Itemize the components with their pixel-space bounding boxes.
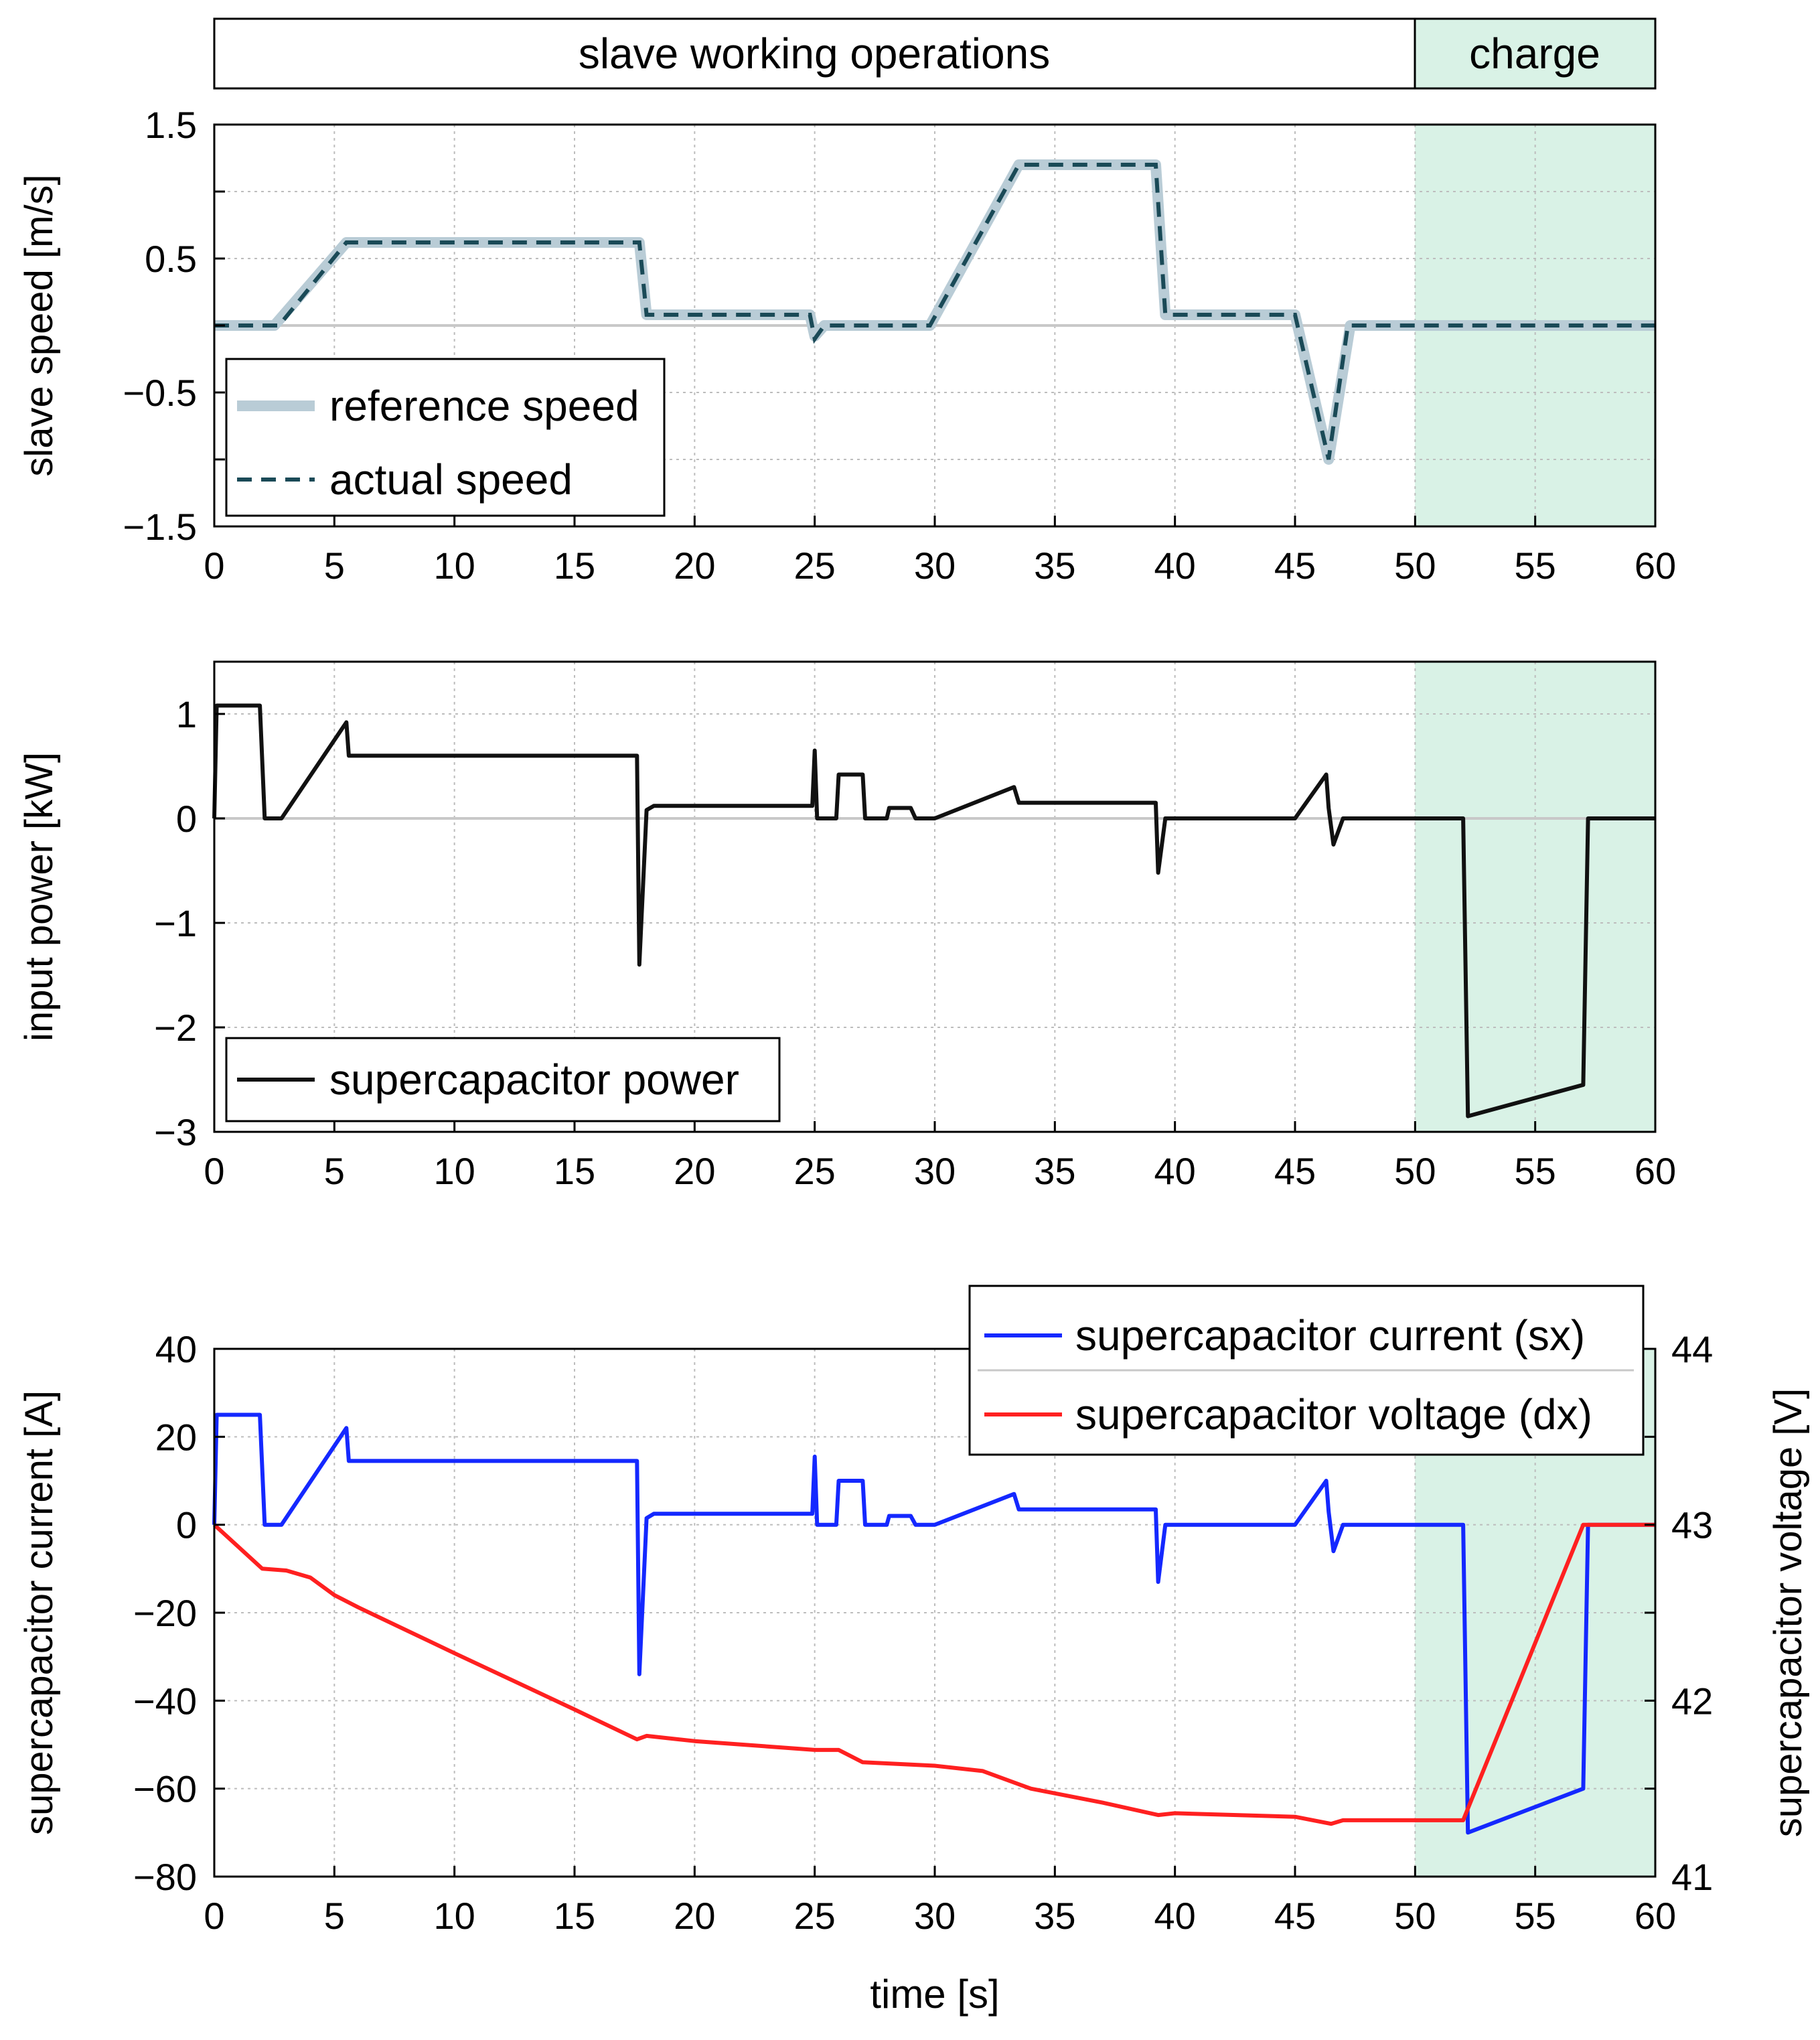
y-tick-label: −0.5 — [123, 372, 197, 414]
y-tick-label: 0 — [176, 798, 197, 840]
supercapacitor-voltage-line — [212, 1522, 1655, 1826]
x-tick-label: 5 — [324, 544, 345, 587]
y-tick-label: −20 — [133, 1592, 197, 1634]
speed-y-label: slave speed [m/s] — [17, 174, 61, 476]
x-tick-label: 60 — [1635, 1150, 1676, 1192]
speed-legend-box — [225, 358, 666, 517]
power-y-label: input power [kW] — [17, 752, 61, 1041]
speed-y-ticks: 1.5 0.5 −0.5 −1.5 — [123, 104, 225, 548]
phase-working-box — [213, 17, 1416, 90]
y-right-tick-label: 44 — [1671, 1328, 1713, 1370]
current-voltage-chart: 0 5 10 15 20 25 30 35 40 45 50 55 60 40 20 0 −20 −40 −60 −… — [17, 1285, 1810, 2017]
power-legend: supercapacitor power — [225, 1037, 781, 1122]
x-tick-label: 20 — [674, 1895, 715, 1937]
supercapacitor-current-line — [212, 1412, 1655, 1835]
x-tick-label: 55 — [1515, 1150, 1556, 1192]
x-tick-label: 10 — [434, 1895, 475, 1937]
x-tick-label: 40 — [1154, 1895, 1196, 1937]
speed-x-ticks: 0 5 10 15 20 25 30 35 40 45 50 55 60 — [204, 516, 1676, 587]
phase-charge-box — [1414, 17, 1657, 90]
phase-bar: slave working operations charge — [213, 17, 1657, 90]
y-tick-label: 0.5 — [145, 238, 197, 280]
x-tick-label: 50 — [1394, 1150, 1436, 1192]
x-tick-label: 40 — [1154, 544, 1196, 587]
x-tick-label: 0 — [204, 544, 224, 587]
x-tick-label: 25 — [794, 1150, 836, 1192]
x-tick-label: 0 — [204, 1150, 224, 1192]
y-tick-label: 0 — [176, 1504, 197, 1546]
legend-label-voltage: supercapacitor voltage (dx) — [1075, 1390, 1592, 1439]
y-tick-label: 1 — [176, 693, 197, 735]
legend-label-actual: actual speed — [329, 455, 573, 504]
power-x-ticks: 0 5 10 15 20 25 30 35 40 45 50 55 60 — [204, 1121, 1676, 1192]
x-tick-label: 40 — [1154, 1150, 1196, 1192]
power-y-ticks: 1 0 −1 −2 −3 — [154, 693, 225, 1153]
y-right-tick-label: 43 — [1671, 1504, 1713, 1546]
x-tick-label: 15 — [554, 1895, 595, 1937]
cv-y-ticks: 40 20 0 −20 −40 −60 −80 — [133, 1328, 225, 1898]
x-tick-label: 60 — [1635, 544, 1676, 587]
power-chart: 0 5 10 15 20 25 30 35 40 45 50 55 60 10−1−2−3 input … — [17, 660, 1676, 1192]
x-tick-label: 10 — [434, 544, 475, 587]
y-tick-label: 20 — [155, 1416, 197, 1458]
x-tick-label: 35 — [1034, 1150, 1075, 1192]
x-tick-label: 45 — [1274, 544, 1316, 587]
speed-legend: reference speed actual speed — [225, 358, 666, 517]
cv-y-ticks-right: 44 43 42 41 — [1645, 1328, 1713, 1898]
x-tick-label: 35 — [1034, 544, 1075, 587]
x-tick-label: 55 — [1515, 1895, 1556, 1937]
x-tick-label: 45 — [1274, 1895, 1316, 1937]
x-tick-label: 60 — [1635, 1895, 1676, 1937]
y-tick-label: −2 — [154, 1007, 197, 1049]
y-tick-label: −1 — [154, 902, 197, 944]
x-tick-label: 5 — [324, 1150, 345, 1192]
y-tick-label: −80 — [133, 1856, 197, 1898]
y-tick-label: −3 — [154, 1111, 197, 1153]
supercapacitor-power-line — [212, 703, 1655, 1118]
x-tick-label: 30 — [914, 1150, 956, 1192]
phase-working-label: slave working operations — [579, 29, 1050, 78]
x-tick-label: 5 — [324, 1895, 345, 1937]
legend-label-power: supercapacitor power — [329, 1055, 739, 1104]
cv-legend: supercapacitor current (sx) supercapacit… — [968, 1285, 1645, 1456]
y-tick-label: −1.5 — [123, 506, 197, 548]
x-tick-label: 10 — [434, 1150, 475, 1192]
power-legend-box — [225, 1037, 781, 1122]
legend-label-reference: reference speed — [329, 382, 639, 430]
cv-x-ticks: 0 5 10 15 20 25 30 35 40 45 50 55 60 — [204, 1866, 1676, 1937]
y-tick-label: 40 — [155, 1328, 197, 1370]
y-tick-label: −40 — [133, 1680, 197, 1722]
cv-y-label: supercapacitor current [A] — [17, 1390, 61, 1835]
y-tick-label: −60 — [133, 1768, 197, 1810]
phase-charge-label: charge — [1469, 29, 1600, 78]
x-tick-label: 20 — [674, 1150, 715, 1192]
x-tick-label: 55 — [1515, 544, 1556, 587]
x-tick-label: 0 — [204, 1895, 224, 1937]
y-tick-label: 1.5 — [145, 104, 197, 146]
x-tick-label: 15 — [554, 1150, 595, 1192]
cv-x-label: time [s] — [870, 1972, 999, 2017]
x-tick-label: 20 — [674, 544, 715, 587]
x-tick-label: 15 — [554, 544, 595, 587]
y-right-tick-label: 42 — [1671, 1680, 1713, 1722]
x-tick-label: 45 — [1274, 1150, 1316, 1192]
x-tick-label: 25 — [794, 1895, 836, 1937]
x-tick-label: 30 — [914, 544, 956, 587]
speed-chart: 0 5 10 15 20 25 30 35 40 45 50 55 60 1.50.5−0.5−1.5 … — [17, 104, 1676, 587]
y-right-tick-label: 41 — [1671, 1856, 1713, 1898]
x-tick-label: 30 — [914, 1895, 956, 1937]
actual-speed-line — [214, 163, 1655, 460]
legend-label-current: supercapacitor current (sx) — [1075, 1311, 1585, 1360]
x-tick-label: 50 — [1394, 1895, 1436, 1937]
x-tick-label: 25 — [794, 544, 836, 587]
x-tick-label: 35 — [1034, 1895, 1075, 1937]
cv-y-label-right: supercapacitor voltage [V] — [1766, 1388, 1810, 1838]
x-tick-label: 50 — [1394, 544, 1436, 587]
